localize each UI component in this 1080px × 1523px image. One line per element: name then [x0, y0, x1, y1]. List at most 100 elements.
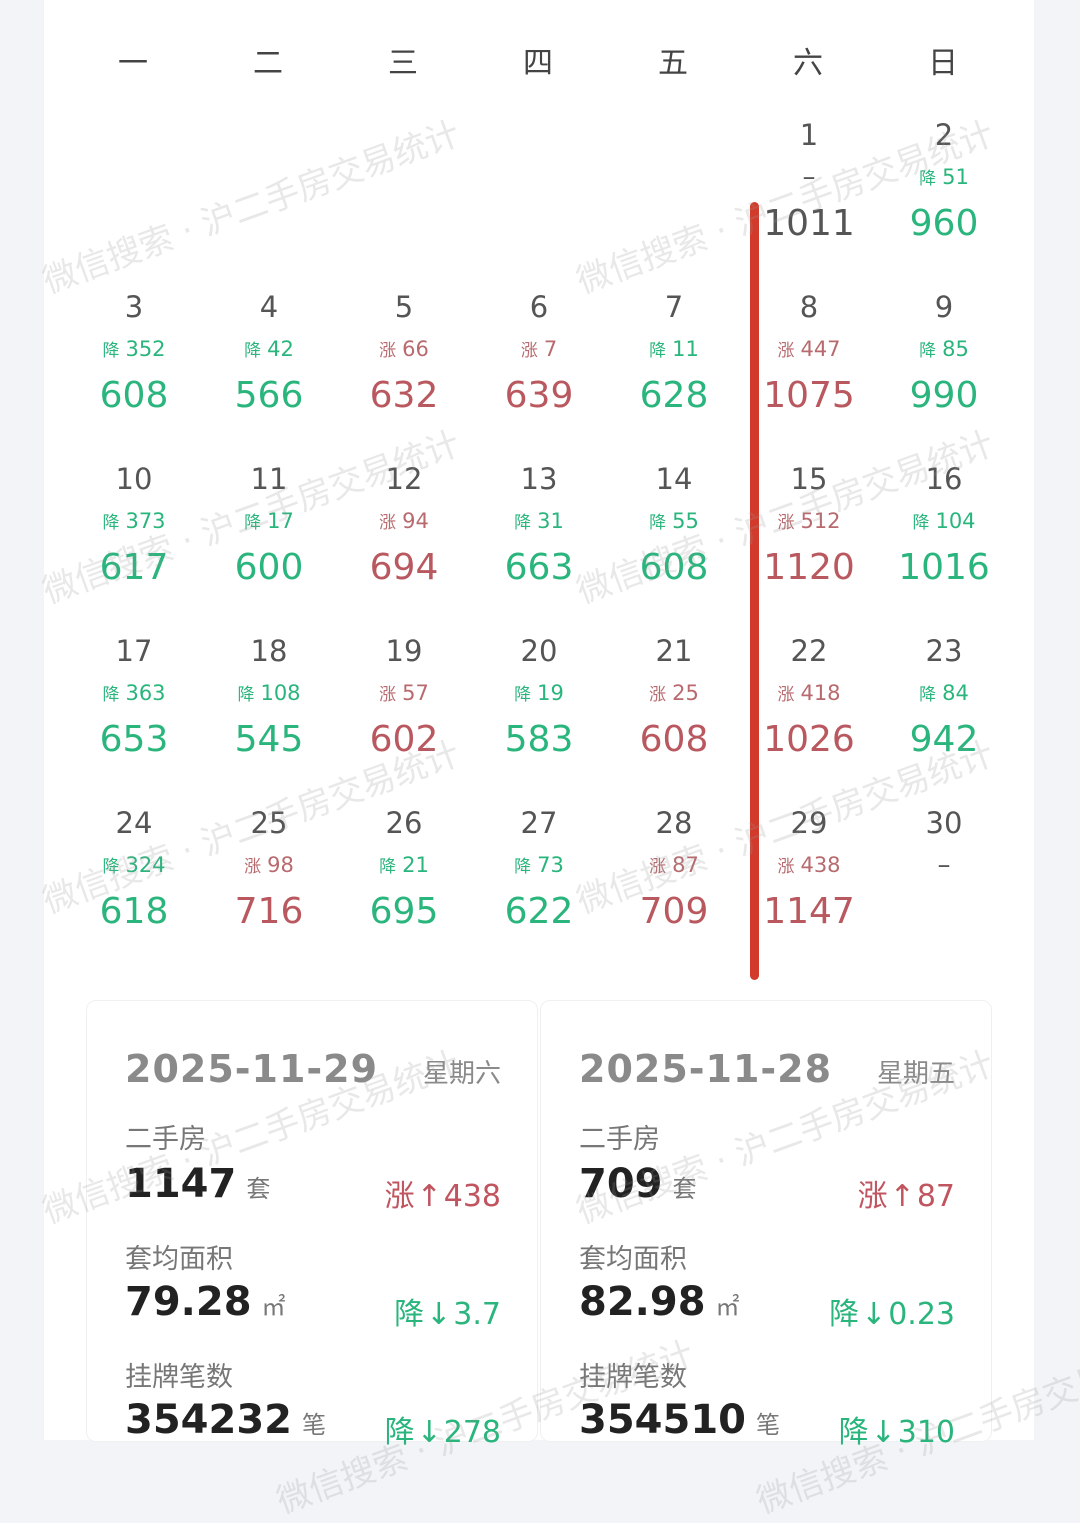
calendar-day-cell[interactable]: 2 降 51 960	[877, 118, 1011, 268]
day-change: 涨 66	[337, 336, 471, 364]
change-direction-tag: 降	[102, 857, 120, 877]
calendar-day-cell[interactable]: 9 降 85 990	[877, 290, 1011, 440]
day-summary-panel[interactable]: 2025-11-29 星期六 二手房 1147 套 涨↑438 套均面积 79.2…	[86, 1000, 538, 1450]
calendar-day-cell[interactable]: 12 涨 94 694	[337, 462, 471, 612]
calendar-day-cell[interactable]: 8 涨 447 1075	[742, 290, 876, 440]
change-value: 94	[402, 509, 429, 533]
calendar-day-cell[interactable]: 18 降 108 545	[202, 634, 336, 784]
listing-number: 354510	[579, 1397, 746, 1443]
change-direction: 降	[394, 1297, 425, 1332]
day-change: 降 17	[202, 508, 336, 536]
day-change: 降 373	[67, 508, 201, 536]
calendar-day-cell[interactable]: 27 降 73 622	[472, 806, 606, 956]
day-count: 600	[234, 547, 304, 588]
change-direction-tag: 涨	[379, 685, 397, 705]
day-change: 涨 87	[607, 852, 741, 880]
calendar-day-cell[interactable]: 7 降 11 628	[607, 290, 741, 440]
calendar-day-cell[interactable]: 25 涨 98 716	[202, 806, 336, 956]
calendar-day-cell[interactable]: 15 涨 512 1120	[742, 462, 876, 612]
homes-change: 涨↑87	[858, 1171, 955, 1215]
day-number: 9	[934, 290, 954, 324]
change-value: 447	[800, 337, 841, 361]
calendar-day-cell[interactable]: 24 降 324 618	[67, 806, 201, 956]
day-count: 566	[234, 375, 304, 416]
day-change: 降 104	[877, 508, 1011, 536]
homes-label: 二手房	[579, 1124, 660, 1155]
change-direction: 降	[838, 1415, 869, 1450]
day-number: 5	[394, 290, 414, 324]
listing-number: 354232	[125, 1397, 292, 1443]
day-count: 1016	[898, 547, 990, 588]
change-direction-tag: 涨	[520, 341, 538, 361]
calendar-day-cell[interactable]: 1 – 1011	[742, 118, 876, 268]
weekday-label: 三	[388, 46, 420, 81]
homes-unit: 套	[672, 1175, 697, 1203]
day-number: 27	[520, 806, 558, 840]
listing-unit: 笔	[756, 1411, 780, 1439]
calendar-day-cell[interactable]: 10 降 373 617	[67, 462, 201, 612]
area-change: 降↓3.7	[394, 1289, 501, 1333]
calendar-day-cell[interactable]: 23 降 84 942	[877, 634, 1011, 784]
calendar-day-cell[interactable]: 21 涨 25 608	[607, 634, 741, 784]
calendar-day-cell[interactable]: 20 降 19 583	[472, 634, 606, 784]
day-change: 降 363	[67, 680, 201, 708]
calendar-day-cell[interactable]: 19 涨 57 602	[337, 634, 471, 784]
change-value: 418	[800, 681, 841, 705]
day-count: 608	[99, 375, 169, 416]
day-number: 21	[655, 634, 693, 668]
day-summary-panel[interactable]: 2025-11-28 星期五 二手房 709 套 涨↑87 套均面积 82.98 ㎡…	[540, 1000, 992, 1450]
calendar-day-cell[interactable]: 30 –	[877, 806, 1011, 956]
area-number: 82.98	[579, 1279, 706, 1325]
area-value: 82.98 ㎡	[579, 1279, 740, 1325]
day-change: 涨 57	[337, 680, 471, 708]
day-count: 990	[909, 375, 979, 416]
day-change: 降 21	[337, 852, 471, 880]
day-number: 1	[799, 118, 819, 152]
flat-mark: –	[802, 162, 816, 192]
day-number: 13	[520, 462, 558, 496]
calendar-day-cell[interactable]: 13 降 31 663	[472, 462, 606, 612]
day-change: 降 31	[472, 508, 606, 536]
calendar-day-cell[interactable]: 4 降 42 566	[202, 290, 336, 440]
summary-weekday: 星期六	[422, 1059, 501, 1089]
day-count: 618	[99, 891, 169, 932]
listing-unit: 笔	[302, 1411, 326, 1439]
weekday-header: 一 二 三 四 五 六 日	[44, 0, 1034, 110]
calendar-day-cell[interactable]: 16 降 104 1016	[877, 462, 1011, 612]
change-value: 278	[443, 1415, 501, 1450]
day-number: 12	[385, 462, 423, 496]
day-change: 降 55	[607, 508, 741, 536]
calendar-day-cell[interactable]: 14 降 55 608	[607, 462, 741, 612]
day-count: 709	[639, 891, 709, 932]
change-direction-tag: 降	[102, 513, 120, 533]
calendar-day-cell[interactable]: 17 降 363 653	[67, 634, 201, 784]
change-value: 7	[543, 337, 558, 361]
area-label: 套均面积	[125, 1244, 233, 1275]
day-count: 545	[234, 719, 304, 760]
day-change: –	[877, 852, 1011, 878]
calendar-day-cell[interactable]: 29 涨 438 1147	[742, 806, 876, 956]
calendar-day-cell[interactable]: 3 降 352 608	[67, 290, 201, 440]
change-value: 19	[537, 681, 564, 705]
calendar-card: 一 二 三 四 五 六 日 1–1011 2 降 51 960 3 降 352 608 4 降 42 5…	[38, 0, 1080, 1522]
day-number: 30	[925, 806, 963, 840]
calendar-day-cell[interactable]: 22 涨 418 1026	[742, 634, 876, 784]
day-count: 608	[639, 719, 709, 760]
change-value: 87	[672, 853, 699, 877]
calendar-day-cell[interactable]: 5 涨 66 632	[337, 290, 471, 440]
change-direction-tag: 涨	[379, 513, 397, 533]
weekday-label: 日	[928, 46, 960, 81]
homes-number: 709	[579, 1161, 663, 1207]
day-number: 11	[250, 462, 288, 496]
calendar-day-cell[interactable]: 11 降 17 600	[202, 462, 336, 612]
day-count: 632	[369, 375, 439, 416]
calendar-day-cell[interactable]: 26 降 21 695	[337, 806, 471, 956]
summary-weekday: 星期五	[876, 1059, 955, 1089]
calendar-day-cell[interactable]: 28 涨 87 709	[607, 806, 741, 956]
summary-date: 2025-11-28	[579, 1047, 833, 1091]
homes-change: 涨↑438	[385, 1171, 501, 1215]
change-direction-tag: 降	[102, 685, 120, 705]
calendar-day-cell[interactable]: 6 涨 7 639	[472, 290, 606, 440]
change-direction-tag: 降	[102, 341, 120, 361]
